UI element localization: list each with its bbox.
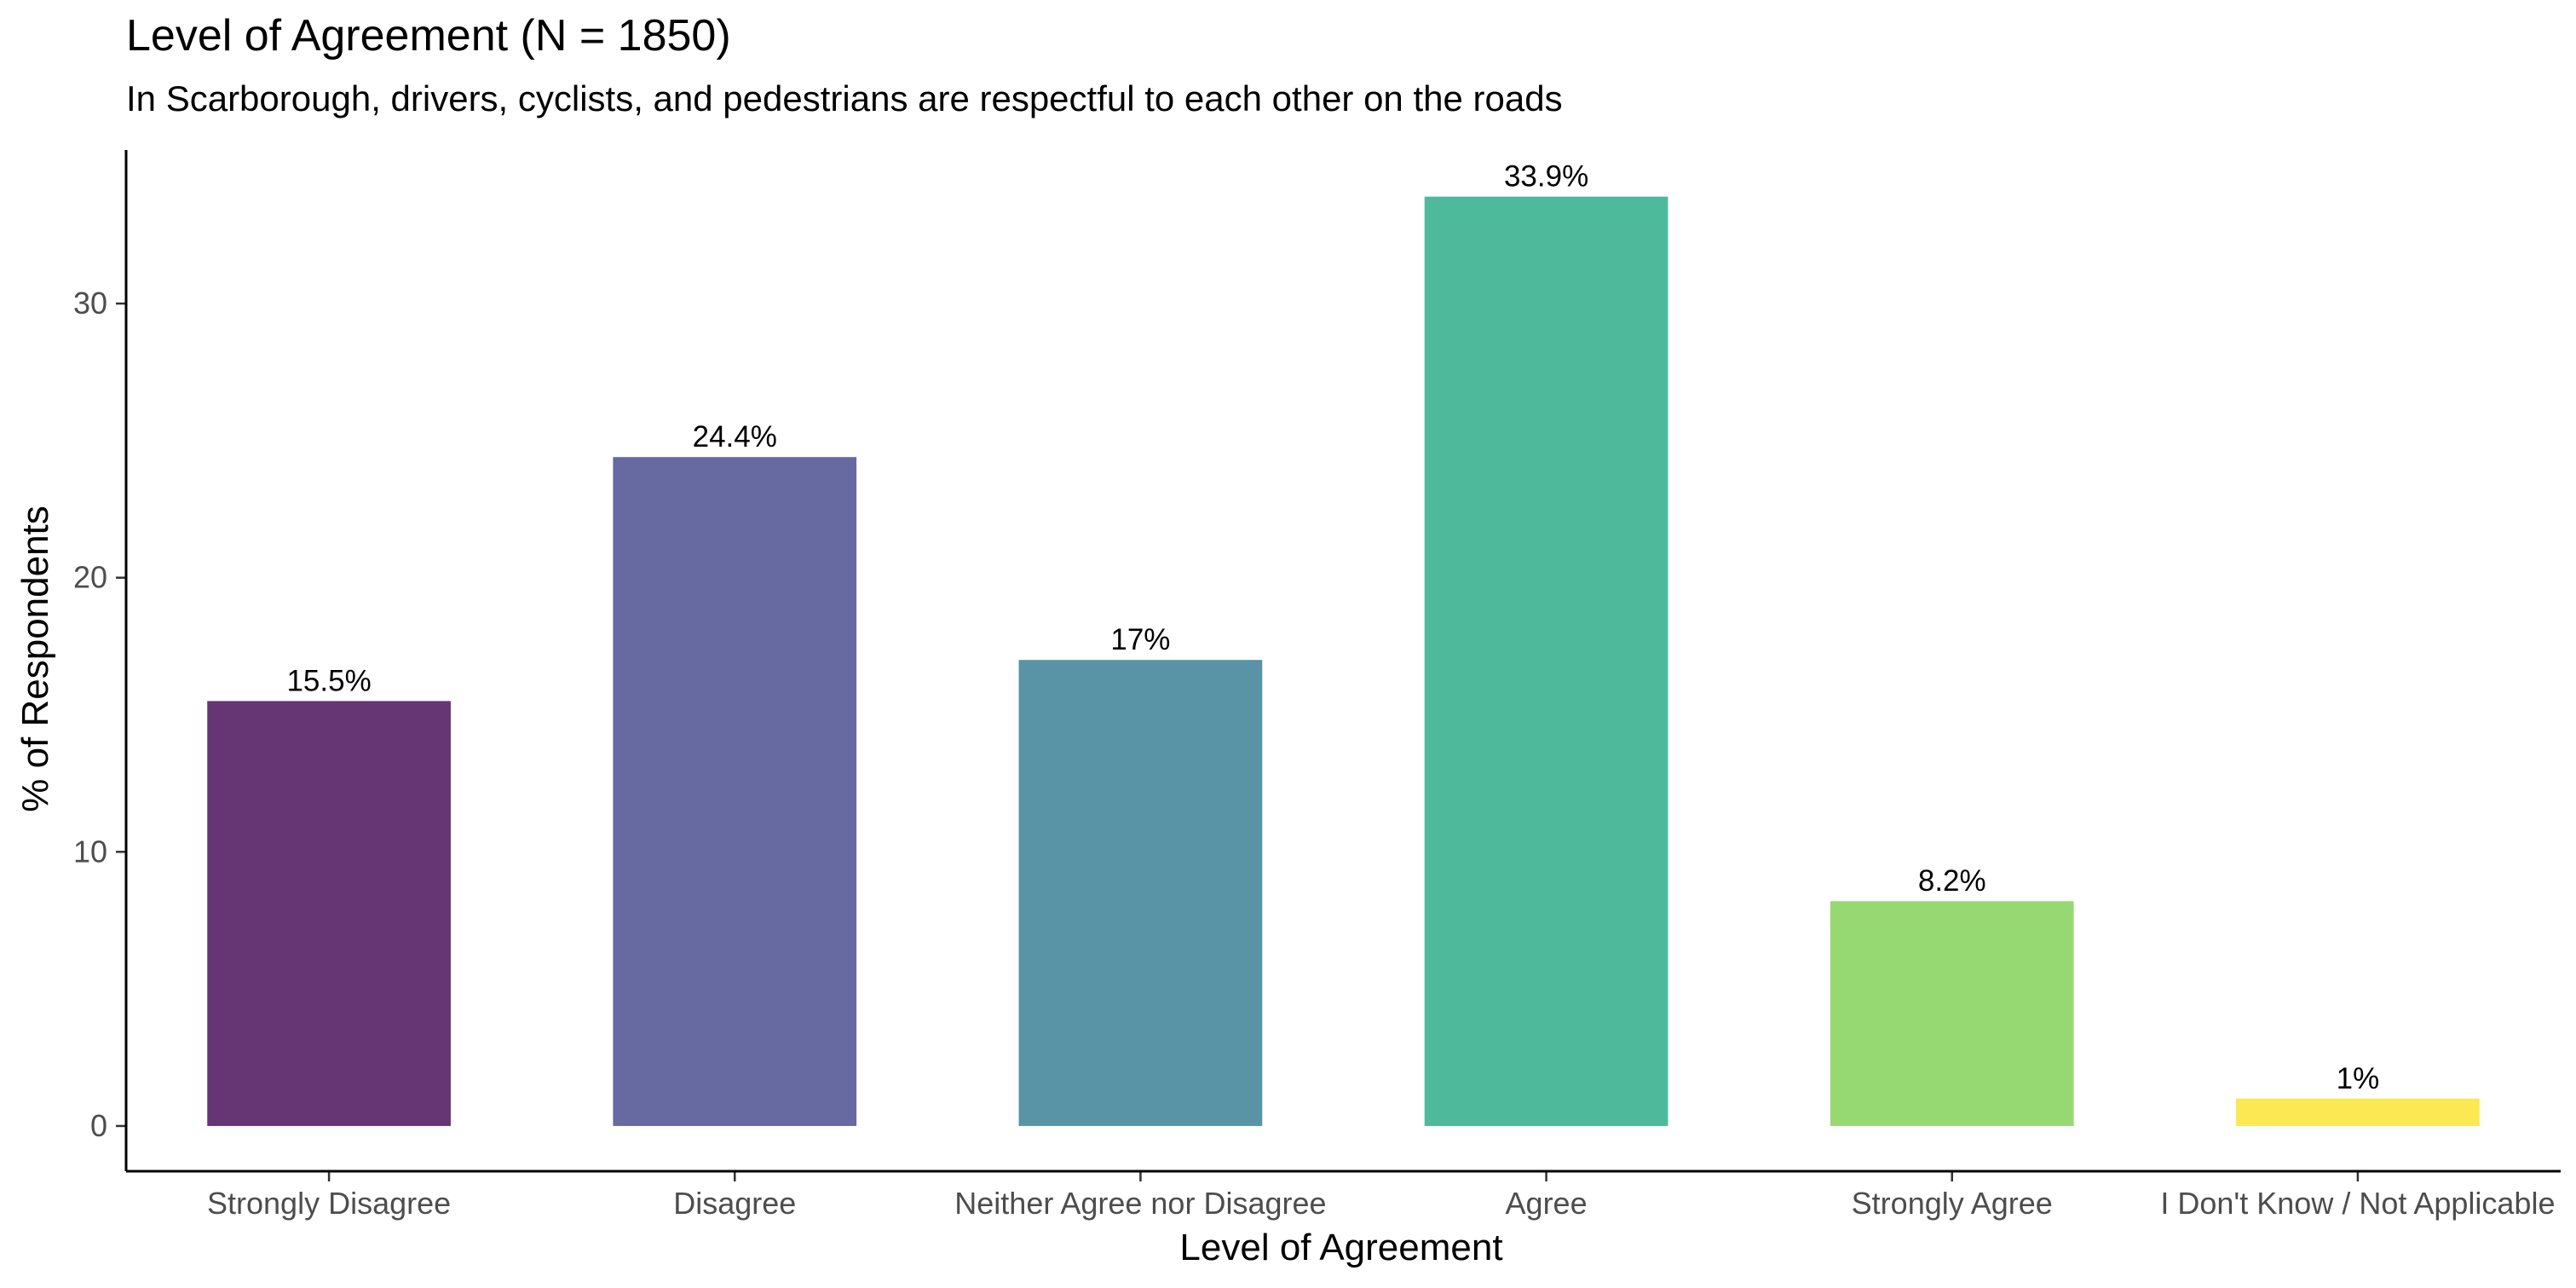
- data-labels-layer: 15.5% 24.4% 17% 33.9% 8.2% 1%: [286, 160, 2379, 1095]
- bar: [1424, 196, 1668, 1126]
- bar: [207, 701, 451, 1126]
- x-tick-label: Neither Agree nor Disagree: [954, 1186, 1326, 1221]
- y-tick-label: 20: [73, 560, 107, 595]
- y-axis-title: % of Respondents: [14, 505, 56, 812]
- chart-title: Level of Agreement (N = 1850): [126, 11, 731, 61]
- x-tick-label: Disagree: [673, 1186, 796, 1221]
- data-label: 15.5%: [286, 664, 371, 697]
- y-tick-label: 30: [73, 286, 107, 321]
- bar: [2236, 1098, 2480, 1126]
- y-tick-label: 0: [90, 1108, 107, 1143]
- bar: [1018, 660, 1263, 1126]
- axes-layer: Strongly Disagree Disagree Neither Agree n…: [73, 150, 2561, 1221]
- x-tick-label: Agree: [1506, 1186, 1588, 1221]
- y-tick-label: 10: [73, 834, 107, 869]
- data-label: 17%: [1110, 623, 1170, 656]
- x-tick-label: I Don't Know / Not Applicable: [2160, 1186, 2555, 1221]
- x-tick-label: Strongly Agree: [1852, 1186, 2053, 1221]
- x-axis-title: Level of Agreement: [1179, 1227, 1502, 1268]
- chart-subtitle: In Scarborough, drivers, cyclists, and p…: [126, 78, 1563, 118]
- bars-layer: [207, 196, 2480, 1126]
- data-label: 1%: [2337, 1062, 2380, 1095]
- bar: [1830, 901, 2074, 1126]
- bar: [613, 457, 857, 1126]
- x-tick-label: Strongly Disagree: [207, 1186, 451, 1221]
- data-label: 33.9%: [1504, 160, 1588, 193]
- data-label: 24.4%: [693, 420, 777, 453]
- data-label: 8.2%: [1918, 864, 1986, 898]
